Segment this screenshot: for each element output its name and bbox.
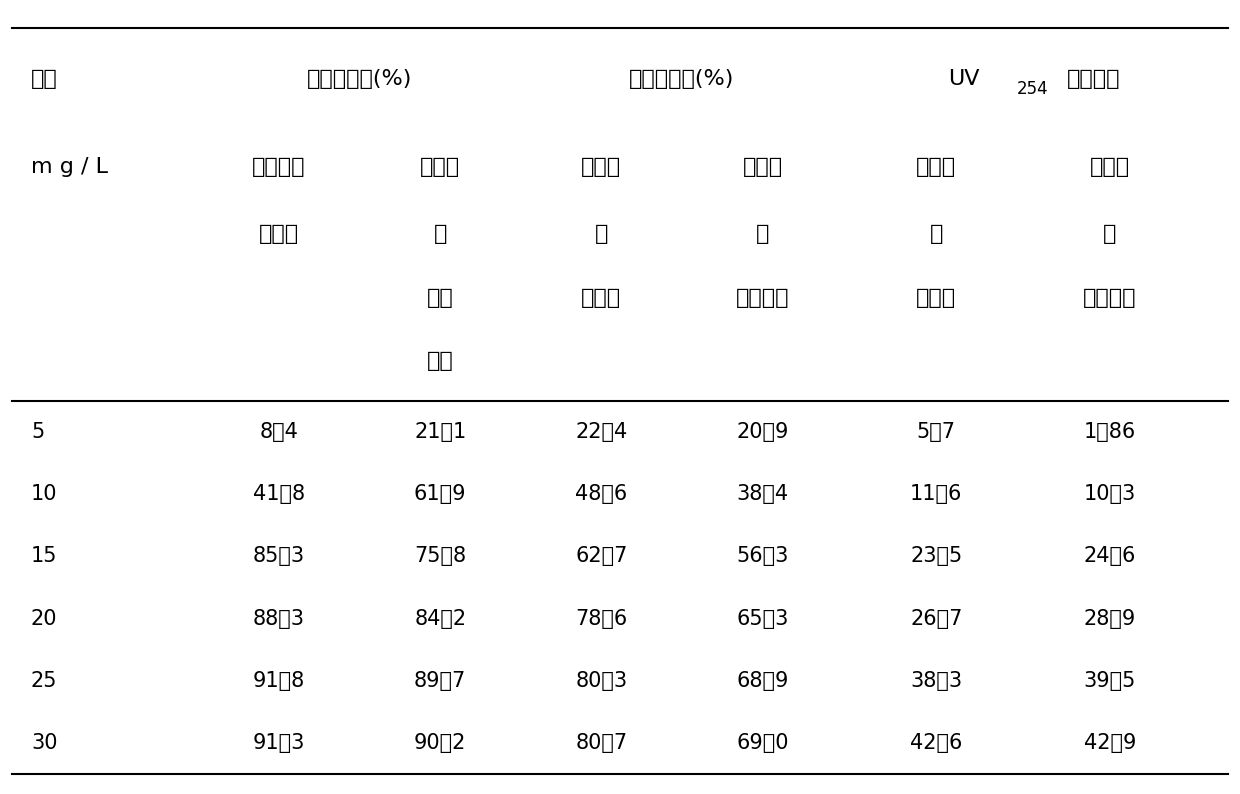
Text: 91．8: 91．8 bbox=[253, 671, 305, 691]
Text: 254: 254 bbox=[1017, 80, 1049, 98]
Text: 色度去除率(%): 色度去除率(%) bbox=[630, 69, 734, 90]
Text: （自制: （自制 bbox=[259, 224, 299, 245]
Text: 11．6: 11．6 bbox=[910, 484, 962, 504]
Text: 41．8: 41．8 bbox=[253, 484, 305, 504]
Text: （自制: （自制 bbox=[916, 287, 956, 308]
Text: 21．1: 21．1 bbox=[414, 422, 466, 442]
Text: 38．3: 38．3 bbox=[910, 671, 962, 691]
Text: 56．3: 56．3 bbox=[737, 546, 789, 566]
Text: 90．2: 90．2 bbox=[414, 733, 466, 753]
Text: 78．6: 78．6 bbox=[575, 609, 627, 629]
Text: 62．7: 62．7 bbox=[575, 546, 627, 566]
Text: 1．86: 1．86 bbox=[1084, 422, 1136, 442]
Text: 浓度: 浓度 bbox=[31, 69, 58, 90]
Text: 80．7: 80．7 bbox=[575, 733, 627, 753]
Text: 39．5: 39．5 bbox=[1084, 671, 1136, 691]
Text: 去除效果: 去除效果 bbox=[1066, 69, 1120, 90]
Text: 25: 25 bbox=[31, 671, 57, 691]
Text: 聚氯化: 聚氯化 bbox=[1090, 156, 1130, 177]
Text: （商品）: （商品） bbox=[735, 287, 790, 308]
Text: 聚氯化: 聚氯化 bbox=[916, 156, 956, 177]
Text: 24．6: 24．6 bbox=[1084, 546, 1136, 566]
Text: 42．9: 42．9 bbox=[1084, 733, 1136, 753]
Text: 5: 5 bbox=[31, 422, 45, 442]
Text: 8．4: 8．4 bbox=[259, 422, 299, 442]
Text: 26．7: 26．7 bbox=[910, 609, 962, 629]
Text: 42．6: 42．6 bbox=[910, 733, 962, 753]
Text: 聚氯化铝: 聚氯化铝 bbox=[252, 156, 306, 177]
Text: 铝: 铝 bbox=[930, 224, 942, 245]
Text: 聚氯化: 聚氯化 bbox=[582, 156, 621, 177]
Text: 85．3: 85．3 bbox=[253, 546, 305, 566]
Text: 品）: 品） bbox=[427, 351, 454, 372]
Text: 61．9: 61．9 bbox=[414, 484, 466, 504]
Text: 5．7: 5．7 bbox=[916, 422, 956, 442]
Text: 15: 15 bbox=[31, 546, 57, 566]
Text: 22．4: 22．4 bbox=[575, 422, 627, 442]
Text: （商品）: （商品） bbox=[1083, 287, 1137, 308]
Text: 23．5: 23．5 bbox=[910, 546, 962, 566]
Text: 20: 20 bbox=[31, 609, 57, 629]
Text: 68．9: 68．9 bbox=[737, 671, 789, 691]
Text: 聚氯化: 聚氯化 bbox=[420, 156, 460, 177]
Text: 浊度去除率(%): 浊度去除率(%) bbox=[308, 69, 412, 90]
Text: （商: （商 bbox=[427, 287, 454, 308]
Text: 10．3: 10．3 bbox=[1084, 484, 1136, 504]
Text: 20．9: 20．9 bbox=[737, 422, 789, 442]
Text: 38．4: 38．4 bbox=[737, 484, 789, 504]
Text: UV: UV bbox=[949, 69, 980, 90]
Text: 铝: 铝 bbox=[434, 224, 446, 245]
Text: 28．9: 28．9 bbox=[1084, 609, 1136, 629]
Text: 89．7: 89．7 bbox=[414, 671, 466, 691]
Text: 69．0: 69．0 bbox=[737, 733, 789, 753]
Text: 65．3: 65．3 bbox=[737, 609, 789, 629]
Text: m g / L: m g / L bbox=[31, 156, 108, 177]
Text: 75．8: 75．8 bbox=[414, 546, 466, 566]
Text: 80．3: 80．3 bbox=[575, 671, 627, 691]
Text: 聚氯化: 聚氯化 bbox=[743, 156, 782, 177]
Text: 10: 10 bbox=[31, 484, 57, 504]
Text: 48．6: 48．6 bbox=[575, 484, 627, 504]
Text: 88．3: 88．3 bbox=[253, 609, 305, 629]
Text: 30: 30 bbox=[31, 733, 57, 753]
Text: （自制: （自制 bbox=[582, 287, 621, 308]
Text: 铝: 铝 bbox=[1104, 224, 1116, 245]
Text: 铝: 铝 bbox=[595, 224, 608, 245]
Text: 铝: 铝 bbox=[756, 224, 769, 245]
Text: 91．3: 91．3 bbox=[253, 733, 305, 753]
Text: 84．2: 84．2 bbox=[414, 609, 466, 629]
